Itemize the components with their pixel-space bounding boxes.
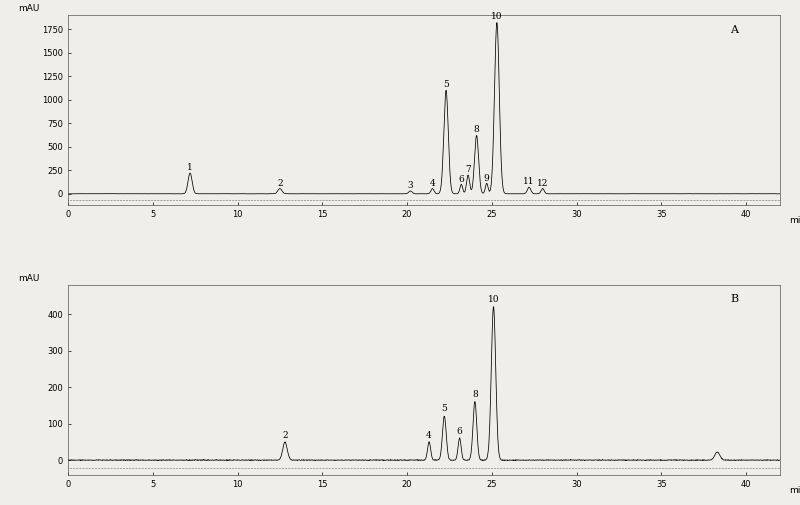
Text: 8: 8 xyxy=(472,390,478,399)
Text: 6: 6 xyxy=(458,175,464,184)
Text: 5: 5 xyxy=(442,405,447,414)
Text: 5: 5 xyxy=(443,80,449,89)
Text: 10: 10 xyxy=(488,295,499,304)
Text: 4: 4 xyxy=(426,431,432,440)
Y-axis label: mAU: mAU xyxy=(18,4,39,13)
Text: 4: 4 xyxy=(430,179,435,188)
Text: 9: 9 xyxy=(484,174,490,183)
Text: 8: 8 xyxy=(474,125,479,134)
Text: 6: 6 xyxy=(457,427,462,436)
Text: A: A xyxy=(730,25,738,35)
Text: 2: 2 xyxy=(282,431,288,440)
Text: 3: 3 xyxy=(408,181,414,190)
Text: B: B xyxy=(730,294,738,305)
X-axis label: min: min xyxy=(790,486,800,495)
Y-axis label: mAU: mAU xyxy=(18,274,39,283)
Text: 12: 12 xyxy=(537,179,548,188)
Text: 7: 7 xyxy=(466,165,471,174)
Text: 11: 11 xyxy=(523,177,535,186)
Text: 2: 2 xyxy=(277,179,282,188)
Text: 1: 1 xyxy=(187,163,193,172)
X-axis label: min: min xyxy=(790,217,800,225)
Text: 10: 10 xyxy=(491,12,502,21)
